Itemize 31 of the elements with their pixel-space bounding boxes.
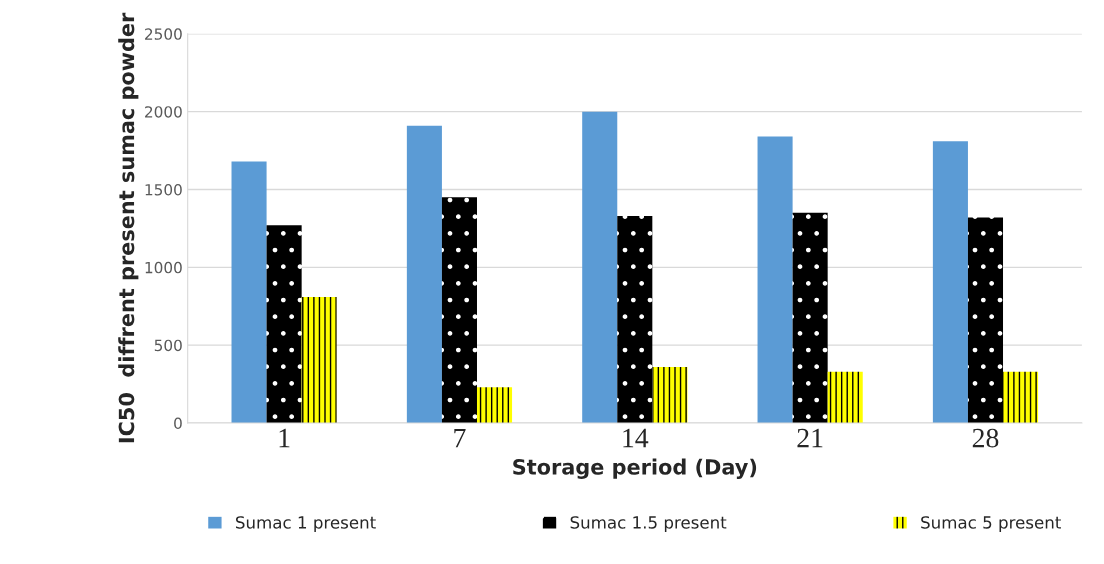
bar: [231, 161, 267, 423]
bar: [582, 111, 618, 423]
x-tick-label: 7: [454, 428, 466, 448]
bar: [266, 225, 302, 423]
bar: [757, 136, 793, 423]
bar: [827, 371, 863, 423]
y-tick-label: 500: [154, 339, 182, 352]
bar: [1003, 371, 1039, 423]
y-tick-label: 1500: [145, 183, 182, 196]
bar: [652, 366, 688, 423]
x-tick-label: 1: [279, 428, 290, 448]
y-tick-label: 2500: [145, 28, 182, 40]
x-axis-title: Storage period (Day): [513, 458, 757, 479]
legend-label: Sumac 1.5 present: [570, 516, 727, 532]
x-tick-label: 21: [797, 428, 823, 448]
bar: [476, 387, 513, 423]
bar: [617, 215, 653, 423]
legend-label: Sumac 5 present: [921, 516, 1061, 532]
bar: [932, 141, 968, 423]
y-tick-label: 0: [174, 417, 182, 430]
y-tick-label: 1000: [145, 261, 182, 274]
bar: [441, 197, 477, 423]
bar: [967, 217, 1004, 423]
bar: [406, 125, 442, 423]
y-tick-label: 2000: [145, 106, 182, 118]
x-tick-label: 28: [972, 428, 999, 448]
bar: [301, 296, 337, 423]
legend-label: Sumac 1 present: [236, 516, 376, 532]
y-axis-title: IC50 diffrent present sumac powder: [118, 12, 139, 443]
bar: [792, 212, 828, 423]
x-tick-label: 14: [623, 428, 649, 448]
